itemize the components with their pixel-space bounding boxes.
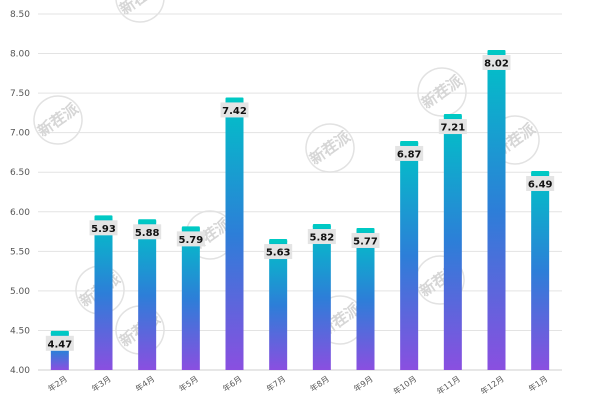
bar bbox=[487, 51, 506, 371]
data-label: 5.93 bbox=[91, 224, 116, 235]
data-label-bg bbox=[438, 119, 467, 135]
y-tick-label: 6.50 bbox=[10, 168, 30, 178]
y-axis: 4.00 4.50 5.00 5.50 6.00 6.50 7.00 7.50 8.00 8.50 bbox=[10, 10, 30, 376]
x-tick-label: 年7月 bbox=[264, 373, 287, 393]
data-label: 5.88 bbox=[135, 228, 160, 239]
bar bbox=[138, 221, 157, 370]
data-label-bg bbox=[482, 54, 511, 70]
data-label: 6.87 bbox=[397, 149, 422, 160]
bar-cap bbox=[225, 97, 244, 102]
data-label-bg bbox=[45, 335, 74, 351]
data-labels: 4.47 5.93 5.88 5.79 7.42 5.63 5.82 5.77 6.87 7.21… bbox=[45, 54, 555, 351]
data-label: 5.79 bbox=[178, 235, 203, 246]
data-label-bg bbox=[264, 244, 293, 260]
data-label-bg bbox=[395, 145, 424, 161]
data-label-bg bbox=[89, 220, 118, 236]
x-tick-label: 年11月 bbox=[435, 373, 462, 396]
bar-cap bbox=[487, 49, 506, 54]
bar bbox=[94, 217, 113, 370]
bar-cap bbox=[443, 114, 462, 119]
data-label-bg bbox=[176, 231, 205, 247]
x-tick-label: 年10月 bbox=[391, 373, 418, 396]
data-label: 5.82 bbox=[309, 233, 334, 244]
data-label-bg bbox=[351, 232, 380, 248]
watermark-ring bbox=[33, 95, 83, 145]
y-tick-label: 7.50 bbox=[10, 89, 30, 99]
bar bbox=[443, 116, 462, 370]
y-tick-label: 4.50 bbox=[10, 326, 30, 336]
bar-cap bbox=[138, 219, 157, 224]
data-label: 5.63 bbox=[266, 248, 291, 259]
watermark-logo: 新茬派 bbox=[33, 95, 83, 145]
data-label-bg bbox=[133, 224, 162, 240]
x-tick-label: 年9月 bbox=[352, 373, 375, 393]
bar-cap bbox=[312, 224, 331, 229]
watermark-text: 新茬派 bbox=[418, 71, 466, 112]
data-label: 7.21 bbox=[440, 123, 465, 134]
watermark-text: 新茬派 bbox=[34, 99, 82, 140]
y-tick-label: 4.00 bbox=[10, 366, 30, 376]
x-tick-label: 年8月 bbox=[308, 373, 331, 393]
bar bbox=[400, 142, 419, 370]
bar-cap bbox=[181, 226, 200, 231]
x-tick-label: 年5月 bbox=[177, 373, 200, 393]
watermark-ring bbox=[115, 0, 165, 23]
data-label: 5.77 bbox=[353, 236, 378, 247]
watermark-logo: 新茬派 bbox=[305, 123, 355, 173]
x-tick-label: 年4月 bbox=[133, 373, 156, 393]
bar bbox=[356, 229, 375, 370]
bar-cap bbox=[269, 239, 288, 244]
bar-cap bbox=[400, 140, 419, 145]
x-tick-label: 年2月 bbox=[46, 373, 69, 393]
data-label-bg bbox=[307, 229, 336, 245]
data-label-bg bbox=[526, 176, 555, 192]
watermark-ring bbox=[417, 67, 467, 117]
bar bbox=[225, 99, 244, 370]
x-tick-label: 年6月 bbox=[221, 373, 244, 393]
grid bbox=[38, 13, 562, 371]
data-label: 6.49 bbox=[528, 180, 553, 191]
data-label-bg bbox=[220, 102, 249, 118]
data-label: 7.42 bbox=[222, 106, 247, 117]
watermark-ring bbox=[305, 123, 355, 173]
watermark-logo: 新茬派 bbox=[417, 67, 467, 117]
y-tick-label: 7.00 bbox=[10, 129, 30, 139]
y-tick-label: 5.50 bbox=[10, 247, 30, 257]
watermark-logo: 新茬派 bbox=[115, 0, 165, 23]
bar-cap bbox=[50, 330, 69, 335]
y-tick-label: 6.00 bbox=[10, 208, 30, 218]
x-tick-label: 年12月 bbox=[478, 373, 505, 396]
data-label: 8.02 bbox=[484, 58, 509, 69]
bar-cap bbox=[94, 215, 113, 220]
bar-cap bbox=[356, 227, 375, 232]
watermark-text: 新茬派 bbox=[306, 127, 354, 168]
bar bbox=[531, 173, 550, 370]
x-tick-label: 年3月 bbox=[90, 373, 113, 393]
x-axis: 年2月 年3月 年4月 年5月 年6月 年7月 年8月 年9月 年10月 年11月 年12月 年1月 bbox=[46, 373, 549, 396]
y-tick-label: 8.00 bbox=[10, 50, 30, 60]
bar bbox=[181, 228, 200, 370]
bar-cap bbox=[531, 171, 550, 176]
data-label: 4.47 bbox=[47, 339, 72, 350]
bar bbox=[269, 241, 288, 370]
bar bbox=[312, 226, 331, 370]
watermark-ring bbox=[75, 265, 125, 315]
x-tick-label: 年1月 bbox=[526, 373, 549, 393]
bars bbox=[50, 49, 550, 371]
y-tick-label: 5.00 bbox=[10, 287, 30, 297]
y-tick-label: 8.50 bbox=[10, 10, 30, 20]
